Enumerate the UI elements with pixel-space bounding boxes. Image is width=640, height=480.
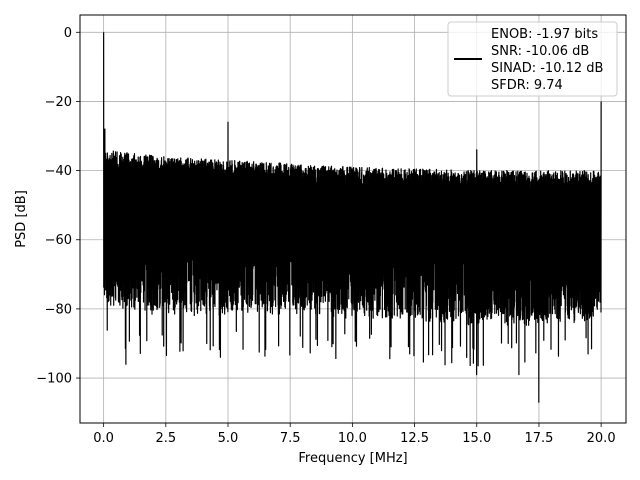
x-tick-label: 0.0 xyxy=(93,431,114,446)
y-axis-label: PSD [dB] xyxy=(14,190,29,248)
series-psd xyxy=(103,32,602,403)
x-axis-ticks: 0.0 2.5 5.0 7.5 10.0 12.5 15.0 17.5 20.0 xyxy=(93,423,616,446)
x-tick-label: 2.5 xyxy=(155,431,176,446)
legend-entry-line: SINAD: -10.12 dB xyxy=(491,61,603,76)
y-tick-label: 0 xyxy=(64,26,72,41)
x-tick-label: 5.0 xyxy=(218,431,239,446)
legend-entry-line: SFDR: 9.74 xyxy=(491,78,563,93)
legend-entry-line: ENOB: -1.97 bits xyxy=(491,27,598,42)
x-tick-label: 12.5 xyxy=(400,431,429,446)
x-tick-label: 10.0 xyxy=(338,431,367,446)
y-tick-label: −80 xyxy=(45,302,72,317)
x-axis-label: Frequency [MHz] xyxy=(298,451,407,466)
x-tick-label: 7.5 xyxy=(280,431,301,446)
y-axis-ticks: 0 −20 −40 −60 −80 −100 xyxy=(36,26,80,387)
y-tick-label: −60 xyxy=(45,233,72,248)
x-tick-label: 20.0 xyxy=(587,431,616,446)
legend: ENOB: -1.97 bits SNR: -10.06 dB SINAD: -10… xyxy=(447,21,618,97)
psd-line xyxy=(103,32,602,403)
y-tick-label: −40 xyxy=(45,164,72,179)
y-tick-label: −20 xyxy=(45,95,72,110)
y-tick-label: −100 xyxy=(36,372,72,387)
x-tick-label: 15.0 xyxy=(462,431,491,446)
x-tick-label: 17.5 xyxy=(524,431,553,446)
legend-box xyxy=(447,21,618,97)
legend-entry-line: SNR: -10.06 dB xyxy=(491,44,589,59)
plot-frame xyxy=(79,14,627,424)
